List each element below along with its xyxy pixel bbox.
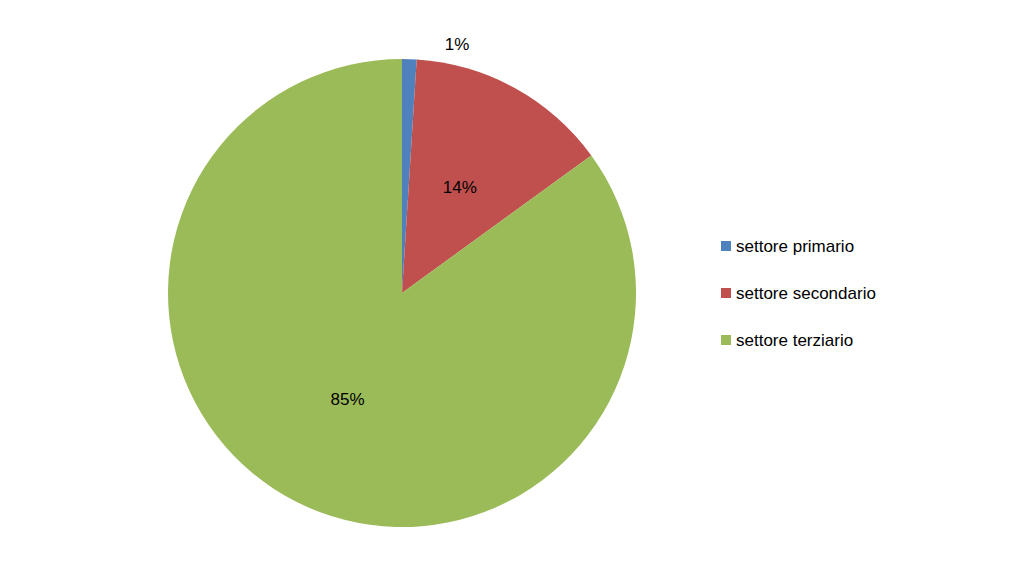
svg-text:settore primario: settore primario (736, 237, 854, 256)
svg-text:1%: 1% (445, 35, 470, 54)
svg-text:settore secondario: settore secondario (736, 284, 876, 303)
svg-text:settore terziario: settore terziario (736, 331, 853, 350)
svg-text:85%: 85% (331, 390, 365, 409)
svg-text:14%: 14% (443, 178, 477, 197)
